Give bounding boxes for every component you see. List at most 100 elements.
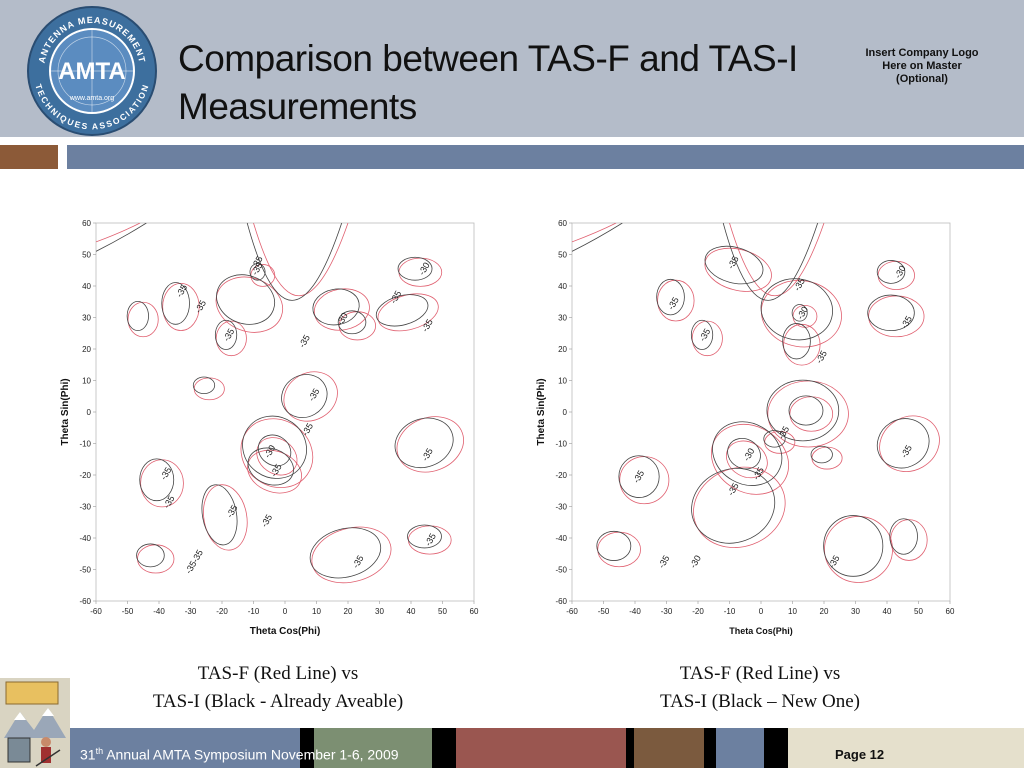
contour-red-line: [247, 449, 302, 494]
contour-black-line: [375, 294, 429, 327]
contour-black-line: [889, 518, 918, 555]
contour-black-line: [618, 455, 660, 498]
footer-ordinal-suffix: th: [95, 746, 104, 756]
contour-black-line: [691, 468, 776, 544]
contour-black-line: [312, 288, 360, 326]
x-tick-label: 0: [759, 607, 764, 616]
contour-edge-line: [572, 223, 617, 243]
y-tick-label: -30: [79, 503, 91, 512]
y-tick-label: 30: [558, 314, 567, 323]
slide-header: [0, 0, 1024, 137]
footer-band-black: [300, 728, 314, 768]
logo-url-text: www.amta.org: [69, 95, 114, 102]
contour-lines: [572, 223, 940, 583]
footer-band-cream: [788, 728, 1024, 768]
contour-edge-line: [96, 223, 141, 243]
slide-title: Comparison between TAS-F and TAS-I Measu…: [178, 38, 798, 127]
y-tick-label: -60: [555, 597, 567, 606]
contour-red-line: [162, 282, 200, 331]
contour-black-line: [309, 527, 382, 579]
contour-black-line: [782, 323, 811, 360]
contour-black-line: [766, 379, 840, 442]
contour-red-line: [215, 320, 247, 357]
contour-ridge-line: [246, 223, 343, 301]
footer-ordinal: 31: [80, 746, 96, 763]
contour-black-line: [876, 418, 930, 469]
x-tick-label: -30: [661, 607, 673, 616]
x-tick-label: 40: [883, 607, 892, 616]
x-tick-label: 60: [470, 607, 479, 616]
contour-red-line: [868, 295, 925, 338]
contour-black-line: [788, 395, 824, 426]
footer-band-brown: [634, 728, 704, 768]
x-tick-label: -10: [248, 607, 260, 616]
y-tick-label: -40: [79, 534, 91, 543]
x-tick-label: 30: [851, 607, 860, 616]
x-tick-label: 50: [438, 607, 447, 616]
contour-black-line: [763, 430, 786, 448]
footer-band-black: [704, 728, 716, 768]
contour-black-line: [139, 458, 175, 502]
contour-red-line: [215, 276, 284, 333]
x-tick-label: -60: [90, 607, 102, 616]
x-tick-label: 20: [344, 607, 353, 616]
footer-band-black: [764, 728, 788, 768]
contour-red-line: [767, 380, 849, 448]
caption-left: TAS-F (Red Line) vs TAS-I (Black - Alrea…: [98, 660, 458, 716]
y-tick-label: 20: [558, 345, 567, 354]
contour-black-line: [126, 300, 149, 332]
x-tick-label: -40: [629, 607, 641, 616]
company-logo-placeholder: Insert Company Logo Here on Master (Opti…: [865, 47, 979, 85]
contour-red-line: [691, 320, 723, 357]
y-tick-label: -10: [555, 440, 567, 449]
x-tick-label: -50: [122, 607, 134, 616]
contour-black-line: [242, 415, 307, 479]
x-tick-label: 0: [283, 607, 288, 616]
contour-ridge-line: [729, 223, 825, 297]
x-tick-label: 40: [407, 607, 416, 616]
contour-red-line: [311, 526, 392, 584]
contour-red-line: [879, 415, 940, 472]
contour-black-line: [397, 256, 433, 281]
x-tick-label: 20: [820, 607, 829, 616]
contour-black-line: [394, 417, 454, 469]
symposium-badge-image: [0, 678, 70, 768]
plot-area: [95, 222, 475, 602]
y-tick-label: -50: [555, 566, 567, 575]
logo-center-text: AMTA: [58, 58, 126, 85]
y-tick-label: -40: [555, 534, 567, 543]
x-tick-label: 50: [914, 607, 923, 616]
caption-right-line1: TAS-F (Red Line) vs: [679, 663, 841, 684]
contour-black-line: [690, 319, 714, 350]
x-tick-label: -20: [216, 607, 228, 616]
contour-black-line: [216, 274, 276, 325]
y-tick-label: 20: [82, 345, 91, 354]
x-tick-label: -60: [566, 607, 578, 616]
y-tick-label: 60: [82, 219, 91, 228]
contour-black-line: [249, 263, 266, 281]
contour-lines: [96, 223, 464, 584]
contour-black-line: [727, 438, 761, 470]
y-tick-label: -30: [555, 503, 567, 512]
y-tick-label: -20: [79, 471, 91, 480]
contour-ridge-line: [253, 223, 349, 297]
y-axis-title: Theta Sin(Phi): [536, 378, 547, 445]
amta-logo: ANTENNA MEASUREMENT TECHNIQUES ASSOCIATI…: [27, 6, 157, 136]
x-axis-title: Theta Cos(Phi): [250, 626, 321, 637]
footer-band-blue: [716, 728, 764, 768]
contour-edge-line: [96, 223, 147, 252]
contour-red-line: [203, 484, 248, 551]
footer-band-black: [626, 728, 634, 768]
footer-band-red: [456, 728, 626, 768]
header-accent-brown: [0, 145, 58, 169]
caption-right-line2: TAS-I (Black – New One): [659, 691, 861, 712]
caption-left-line2: TAS-I (Black - Already Aveable): [152, 691, 404, 712]
contour-plot-left: -60 -50 -40 -30 -20 -10 0 10 20 30 40 50 60 60 50 40 30 2…: [60, 219, 479, 637]
contour-black-line: [161, 282, 190, 325]
contour-black-line: [867, 294, 915, 332]
footer-band-black: [432, 728, 456, 768]
x-tick-label: -50: [598, 607, 610, 616]
contour-edge-line: [572, 223, 623, 252]
y-tick-label: 50: [558, 251, 567, 260]
contour-black-line: [656, 278, 685, 316]
